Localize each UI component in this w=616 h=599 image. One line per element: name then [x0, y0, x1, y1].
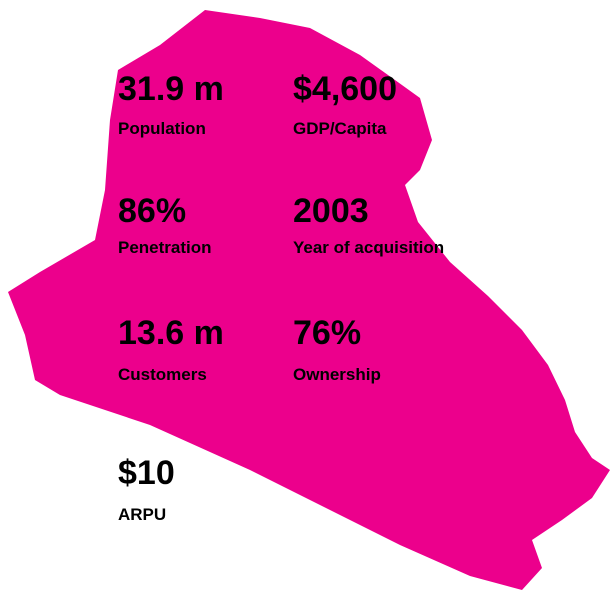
stat-label: GDP/Capita [293, 119, 387, 138]
stat-label: Year of acquisition [293, 238, 444, 257]
stat-value: $10 [118, 454, 175, 492]
stat-label: Ownership [293, 365, 381, 384]
stat-value: 2003 [293, 192, 369, 230]
stat-label: ARPU [118, 505, 166, 524]
stat-value: 86% [118, 192, 186, 230]
stat-label: Population [118, 119, 206, 138]
stat-value: 31.9 m [118, 70, 224, 108]
stat-value: 76% [293, 314, 361, 352]
country-map [8, 10, 610, 590]
stat-value: $4,600 [293, 70, 397, 108]
stat-value: 13.6 m [118, 314, 224, 352]
stat-label: Penetration [118, 238, 212, 257]
stat-label: Customers [118, 365, 207, 384]
